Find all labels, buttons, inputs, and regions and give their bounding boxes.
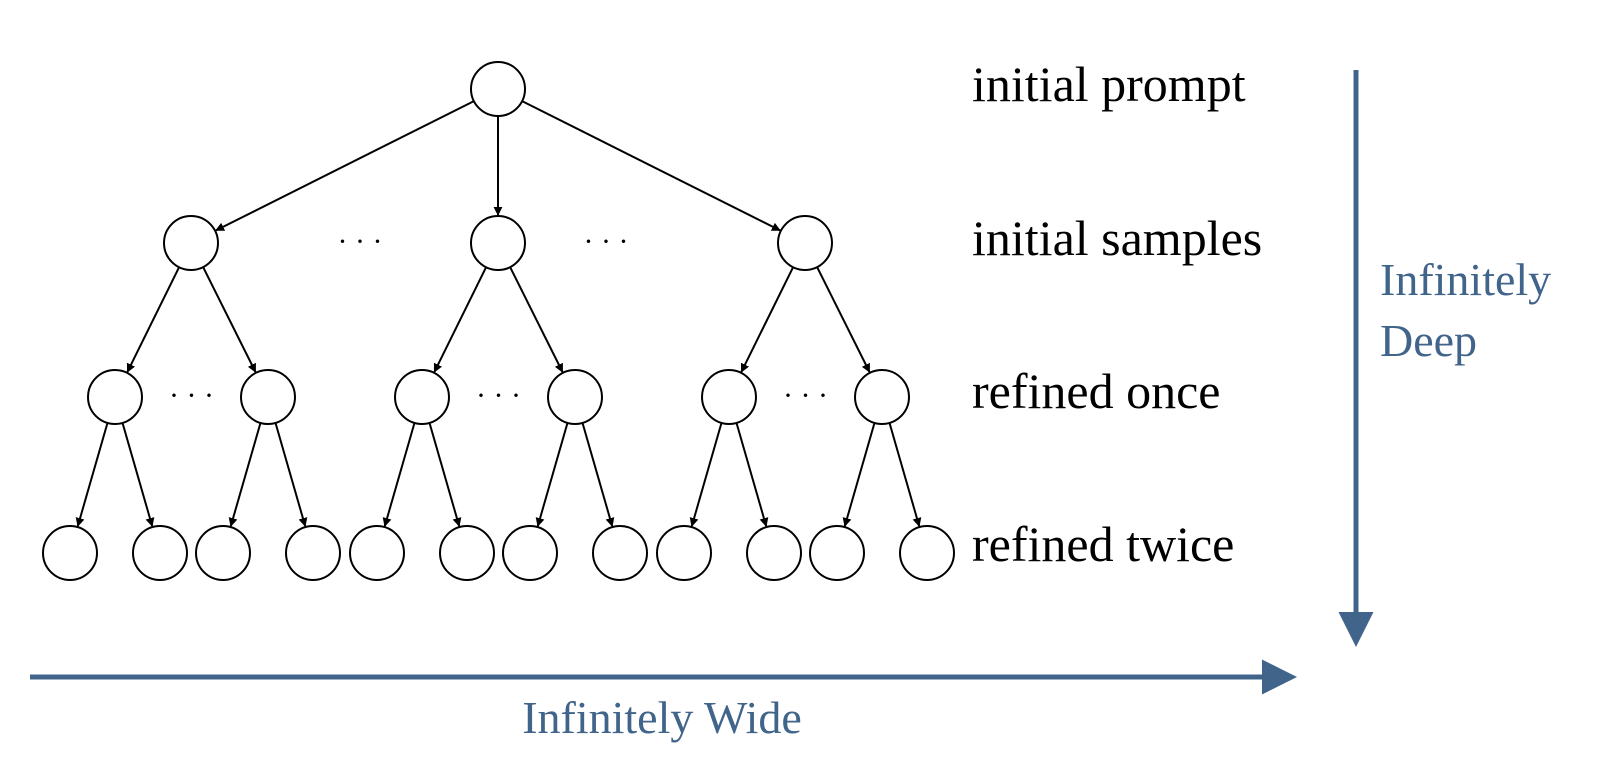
tree-nodes [42, 61, 955, 581]
node-refined-once-0-1 [240, 369, 296, 425]
edge-sample-1-to-refined-0 [433, 266, 487, 373]
edge-refined-0-0-to-twice-1 [121, 422, 155, 527]
node-refined-twice-0-0-1 [132, 525, 188, 581]
edge-sample-0-to-refined-1 [202, 266, 257, 373]
depth-axis-label-line1: Infinitely [1380, 254, 1551, 305]
node-refined-twice-2-0-1 [746, 525, 802, 581]
tree-edges [75, 100, 922, 527]
ellipsis-refined-once-0: · · · [169, 379, 214, 412]
node-refined-twice-0-0-0 [42, 525, 98, 581]
node-sample-0 [163, 215, 219, 271]
level-label-refined-once: refined once [972, 363, 1220, 419]
edge-refined-0-1-to-twice-0 [228, 422, 262, 527]
node-refined-twice-0-1-1 [285, 525, 341, 581]
node-sample-1 [470, 215, 526, 271]
ellipsis-marks: · · · · · · · · · · · · · · · [169, 225, 828, 412]
edge-refined-0-0-to-twice-0 [75, 422, 109, 527]
node-refined-once-1-1 [547, 369, 603, 425]
node-refined-twice-1-0-0 [349, 525, 405, 581]
edge-root-to-sample-2 [521, 100, 781, 232]
edge-root-to-sample-0 [215, 100, 475, 232]
edge-refined-1-0-to-twice-1 [428, 422, 462, 527]
edge-refined-2-0-to-twice-1 [735, 422, 769, 527]
node-refined-twice-2-1-0 [809, 525, 865, 581]
edge-refined-1-0-to-twice-0 [382, 422, 416, 527]
edge-refined-2-0-to-twice-0 [689, 422, 723, 527]
edge-sample-0-to-refined-0 [126, 266, 180, 373]
ellipsis-samples-left: · · · [338, 225, 383, 258]
level-label-initial-samples: initial samples [972, 210, 1262, 266]
level-label-refined-twice: refined twice [972, 516, 1234, 572]
node-refined-once-2-1 [854, 369, 910, 425]
node-refined-twice-2-0-0 [656, 525, 712, 581]
edge-sample-2-to-refined-1 [816, 266, 871, 373]
node-refined-once-0-0 [87, 369, 143, 425]
edge-refined-2-1-to-twice-1 [888, 422, 922, 527]
node-sample-2 [777, 215, 833, 271]
node-refined-twice-2-1-1 [899, 525, 955, 581]
node-refined-twice-1-0-1 [439, 525, 495, 581]
edge-sample-1-to-refined-1 [509, 266, 564, 373]
edge-refined-1-1-to-twice-0 [535, 422, 569, 527]
node-refined-once-1-0 [394, 369, 450, 425]
edge-refined-0-1-to-twice-1 [274, 422, 308, 527]
node-refined-once-2-0 [701, 369, 757, 425]
edge-sample-2-to-refined-0 [740, 266, 794, 373]
ellipsis-refined-once-1: · · · [476, 379, 521, 412]
ellipsis-samples-right: · · · [584, 225, 629, 258]
level-label-initial-prompt: initial prompt [972, 56, 1246, 112]
ellipsis-refined-once-2: · · · [783, 379, 828, 412]
node-refined-twice-1-1-1 [592, 525, 648, 581]
node-refined-twice-0-1-0 [195, 525, 251, 581]
edge-refined-2-1-to-twice-0 [842, 422, 876, 527]
node-refined-twice-1-1-0 [502, 525, 558, 581]
width-axis-label: Infinitely Wide [522, 692, 802, 743]
depth-axis-label-line2: Deep [1380, 315, 1477, 366]
node-root [470, 61, 526, 117]
edge-refined-1-1-to-twice-1 [581, 422, 615, 527]
